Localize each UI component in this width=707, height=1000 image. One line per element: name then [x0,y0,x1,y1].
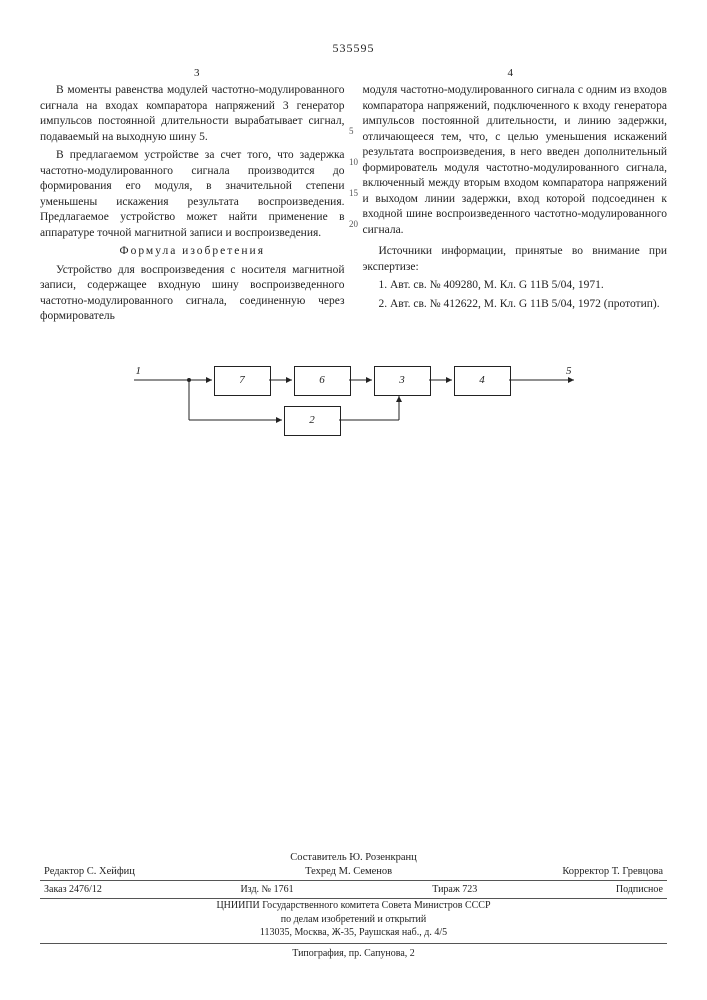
formula-title: Формула изобретения [40,244,345,260]
line-markers: 5 10 15 20 [349,83,358,231]
org-1: ЦНИИПИ Государственного комитета Совета … [40,899,667,913]
block-3: 3 [374,366,431,396]
marker-10: 10 [349,156,358,168]
right-para-1: модуля частотно-модулированного сигнала … [363,83,668,238]
typography: Типография, пр. Сапунова, 2 [40,947,667,961]
footer: Составитель Ю. Розенкранц Редактор С. Хе… [40,851,667,960]
doc-number: 535595 [40,40,667,56]
left-para-1: В моменты равенства модулей частотно-мод… [40,83,345,145]
sub: Подписное [616,883,663,897]
address: 113035, Москва, Ж-35, Раушская наб., д. … [40,926,667,940]
izd-no: Изд. № 1761 [240,883,293,897]
output-label: 5 [566,364,572,379]
editor: Редактор С. Хейфиц [44,865,135,879]
tech-editor: Техред М. Семенов [305,865,392,879]
marker-15: 15 [349,187,358,199]
corrector: Корректор Т. Гревцова [562,865,663,879]
page-right: 4 [354,66,668,81]
sources-title: Источники информации, принятые во вниман… [363,244,668,275]
source-1: 1. Авт. св. № 409280, М. Кл. G 11В 5/04,… [363,278,668,294]
block-2: 2 [284,406,341,436]
block-7: 7 [214,366,271,396]
text-columns: 5 10 15 20 В моменты равенства модулей ч… [40,83,667,328]
left-column: В моменты равенства модулей частотно-мод… [40,83,345,328]
marker-20: 20 [349,218,358,230]
input-label: 1 [136,364,142,379]
compiler: Составитель Ю. Розенкранц [40,851,667,865]
left-para-2: В предлагаемом устройстве за счет того, … [40,148,345,241]
source-2: 2. Авт. св. № 412622, М. Кл. G 11В 5/04,… [363,297,668,313]
block-4: 4 [454,366,511,396]
right-column: модуля частотно-модулированного сигнала … [363,83,668,328]
org-2: по делам изобретений и открытий [40,913,667,927]
page-numbers: 3 4 [40,66,667,81]
block-6: 6 [294,366,351,396]
block-diagram: 7 6 3 4 2 1 5 [134,358,574,448]
left-para-3: Устройство для воспроизведения с носител… [40,263,345,325]
order-no: Заказ 2476/12 [44,883,102,897]
tirazh: Тираж 723 [432,883,477,897]
marker-5: 5 [349,125,358,137]
page-left: 3 [40,66,354,81]
